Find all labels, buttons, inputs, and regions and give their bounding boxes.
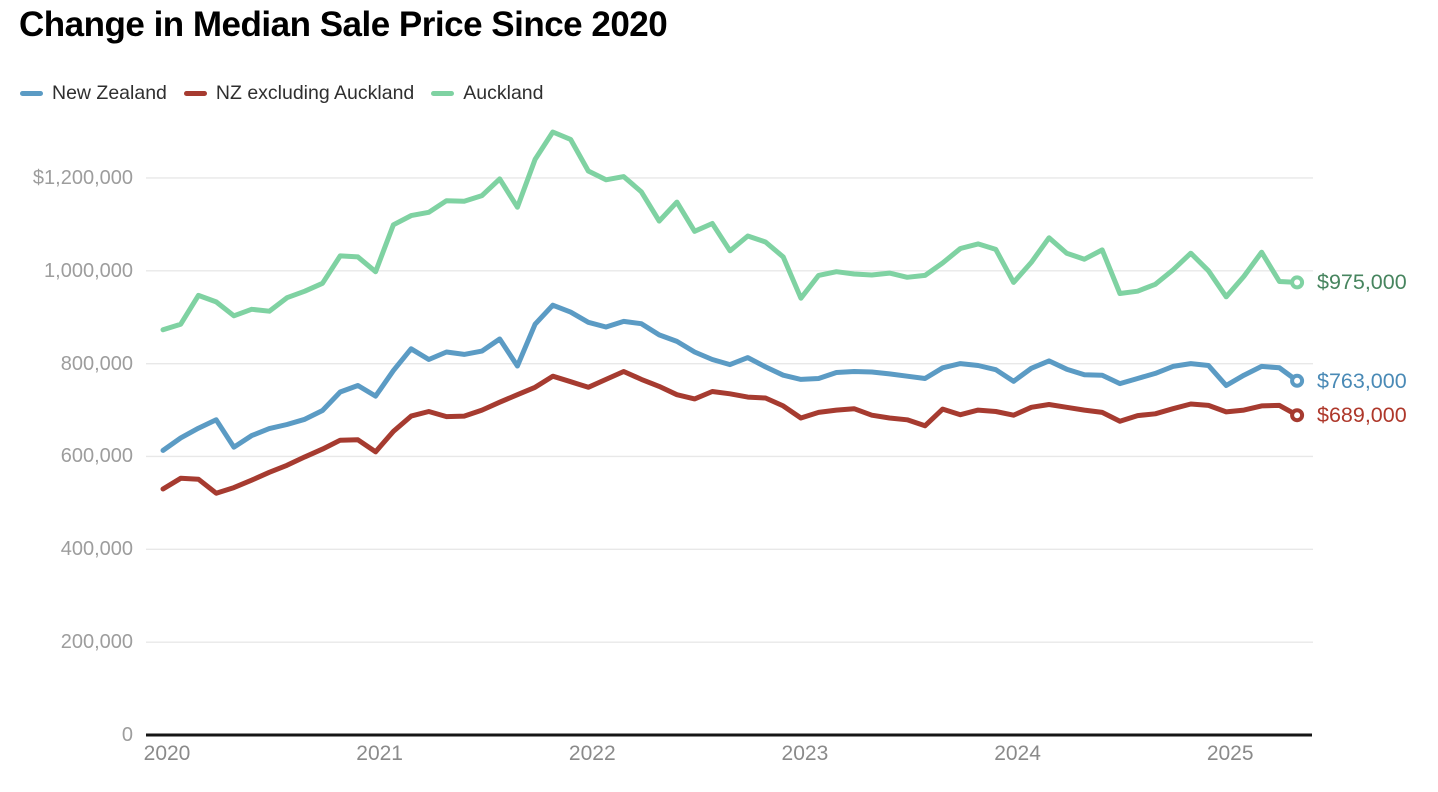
series-line-auckland — [160, 129, 1300, 333]
y-axis-label-200000: 200,000 — [60, 631, 133, 654]
y-axis-label-0: 0 — [121, 724, 133, 746]
legend-item-nz-excluding-auckland: NZ excluding Auckland — [183, 81, 415, 105]
y-axis-label-1200000: $1,200,000 — [32, 166, 133, 189]
y-axis-label-400000: 400,000 — [60, 538, 133, 561]
y-axis-label-800000: 800,000 — [60, 352, 133, 375]
x-axis-label-2024: 2024 — [994, 742, 1041, 765]
page-title: Change in Median Sale Price Since 2020 — [19, 5, 668, 44]
legend-label-nz-excluding-auckland: NZ excluding Auckland — [215, 81, 415, 104]
legend-item-new-zealand: New Zealand — [20, 82, 167, 105]
series-line-nz-excluding-auckland — [160, 369, 1300, 496]
y-axis-label-1000000: 1,000,000 — [44, 259, 133, 282]
y-axis-label-600000: 600,000 — [60, 445, 133, 468]
series-end-dot-nz-excluding-auckland — [1290, 408, 1305, 423]
legend-item-auckland: Auckland — [431, 81, 544, 105]
legend-label-new-zealand: New Zealand — [52, 81, 167, 104]
series-end-dot-auckland — [1290, 275, 1305, 290]
x-axis-label-2020: 2020 — [143, 742, 191, 765]
end-label-auckland: $975,000 — [1317, 270, 1407, 295]
x-axis-label-2022: 2022 — [568, 742, 616, 765]
end-label-nz-excluding-auckland: $689,000 — [1317, 403, 1407, 428]
x-axis-label-2025: 2025 — [1206, 742, 1254, 765]
series-end-dot-new-zealand — [1290, 373, 1305, 388]
end-label-new-zealand: $763,000 — [1317, 368, 1407, 393]
x-axis-label-2023: 2023 — [781, 742, 829, 765]
legend-swatch-icon-new-zealand — [20, 90, 43, 96]
legend-swatch-icon-nz-excluding-auckland — [183, 90, 207, 96]
legend: New Zealand NZ excluding Auckland Auckland — [20, 80, 544, 106]
legend-label-auckland: Auckland — [463, 81, 544, 104]
series-line-new-zealand — [160, 302, 1300, 453]
legend-swatch-icon-auckland — [431, 90, 455, 96]
x-axis-label-2021: 2021 — [356, 742, 403, 765]
